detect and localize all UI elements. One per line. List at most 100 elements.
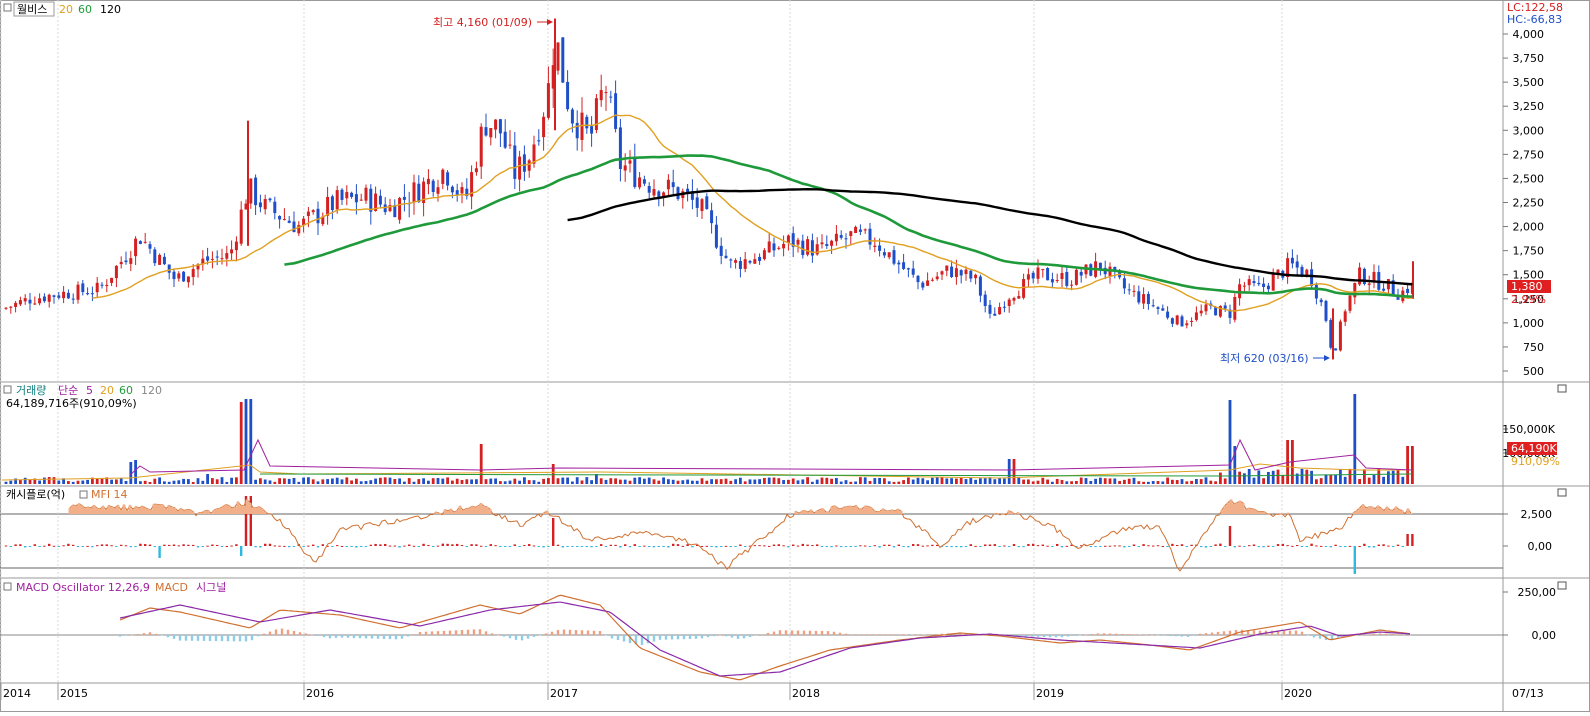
candle-body	[258, 202, 262, 208]
cashflow-bar	[729, 546, 732, 547]
volume-bar	[1353, 394, 1357, 484]
price-tick-label: 1,000	[1513, 317, 1545, 330]
candle-body	[1007, 299, 1011, 307]
price-tick-label: 1,500	[1513, 269, 1545, 282]
candle-body	[753, 259, 757, 264]
volume-close-icon[interactable]	[1557, 384, 1567, 393]
cashflow-close-icon[interactable]	[1557, 488, 1567, 497]
candle-body	[796, 239, 800, 245]
cashflow-bar	[1358, 545, 1361, 547]
cashflow-bar	[936, 544, 939, 546]
cashflow-bar	[720, 546, 723, 547]
candle-body	[417, 183, 421, 203]
macd-osc-bar	[1150, 634, 1154, 636]
mfi-menu-icon[interactable]	[79, 490, 88, 499]
candle-body	[527, 160, 531, 171]
cashflow-bar	[590, 546, 593, 548]
panel-menu-icon[interactable]	[3, 3, 12, 12]
volume-bar	[652, 479, 656, 484]
candle-body	[518, 156, 522, 180]
candle-body	[244, 203, 248, 210]
volume-bar	[57, 480, 61, 484]
macd-tick-label: 0,00	[1532, 629, 1557, 642]
volume-bar	[1027, 479, 1030, 484]
cashflow-bar	[561, 546, 564, 548]
x-tick-label: 2016	[306, 687, 334, 700]
candle-body	[926, 280, 930, 286]
candle-body	[801, 240, 805, 256]
candle-body	[748, 260, 752, 263]
cashflow-bar	[201, 546, 204, 547]
macd-osc-bar	[808, 630, 812, 635]
volume-bar	[964, 479, 968, 484]
mode-selector[interactable]	[13, 1, 55, 17]
cashflow-bar	[955, 546, 958, 548]
candle-body	[1228, 309, 1232, 318]
volume-bar	[681, 480, 685, 484]
cashflow-bar	[235, 544, 238, 546]
macd-osc-bar	[730, 635, 734, 638]
macd-osc-bar	[754, 635, 758, 636]
volume-menu-icon[interactable]	[3, 385, 12, 394]
macd-osc-bar	[874, 634, 878, 635]
macd-osc-bar	[664, 635, 668, 640]
volume-bar	[215, 479, 219, 484]
high-annotation: 최고 4,160 (01/09)	[433, 16, 532, 29]
cashflow-bar	[350, 546, 353, 547]
cashflow-bar	[225, 545, 228, 547]
cashflow-bar	[945, 546, 948, 547]
candle-body	[1194, 312, 1198, 320]
cashflow-bar	[163, 544, 166, 546]
cashflow-bar	[782, 545, 785, 547]
volume-bar	[767, 477, 771, 484]
cashflow-bar	[139, 543, 142, 546]
candle-body	[1070, 284, 1074, 286]
cashflow-bar	[739, 544, 742, 546]
macd-osc-bar	[826, 631, 830, 635]
price-tick-label: 2,000	[1513, 221, 1545, 234]
macd-close-icon[interactable]	[1557, 581, 1567, 590]
candle-body	[1343, 311, 1347, 322]
cashflow-bar	[1204, 546, 1208, 548]
volume-bar	[1195, 479, 1198, 484]
volume-bar	[719, 479, 723, 484]
volume-bar	[916, 477, 920, 484]
cashflow-bar	[451, 544, 454, 546]
volume-bar	[1055, 478, 1059, 484]
macd-osc-bar	[1144, 634, 1148, 636]
macd-osc-bar	[658, 635, 662, 640]
candle-body	[364, 187, 368, 201]
macd-osc-bar	[850, 634, 854, 635]
cashflow-bar	[902, 546, 905, 547]
candle-body	[1050, 279, 1054, 283]
cashflow-bar	[705, 545, 708, 547]
cashflow-bars	[4, 496, 1414, 574]
price-tick-label: 1,750	[1513, 245, 1545, 258]
candle-body	[1247, 279, 1251, 286]
cashflow-bar	[19, 544, 22, 546]
volume-bar	[950, 478, 953, 484]
volume-bar	[1252, 477, 1256, 484]
candle-body	[820, 242, 824, 245]
volume-bar	[1238, 471, 1241, 484]
volume-bar	[667, 479, 670, 484]
candle-body	[825, 244, 829, 246]
candle-body	[402, 196, 406, 200]
volume-bar	[585, 477, 589, 484]
cashflow-bar	[1300, 546, 1304, 547]
candle-body	[263, 199, 267, 210]
macd-osc-bar	[790, 630, 794, 635]
macd-osc-bar	[916, 634, 920, 636]
cashflow-bar	[614, 544, 617, 546]
candle-body	[479, 126, 483, 167]
macd-osc-bar	[382, 635, 386, 639]
macd-osc-bar	[190, 635, 194, 641]
macd-menu-icon[interactable]	[3, 582, 12, 591]
price-tick-label: 2,500	[1513, 172, 1545, 185]
macd-osc-bar	[1066, 635, 1070, 637]
cashflow-bar	[984, 544, 987, 546]
volume-bar	[62, 478, 65, 484]
macd-osc-bar	[226, 635, 230, 642]
